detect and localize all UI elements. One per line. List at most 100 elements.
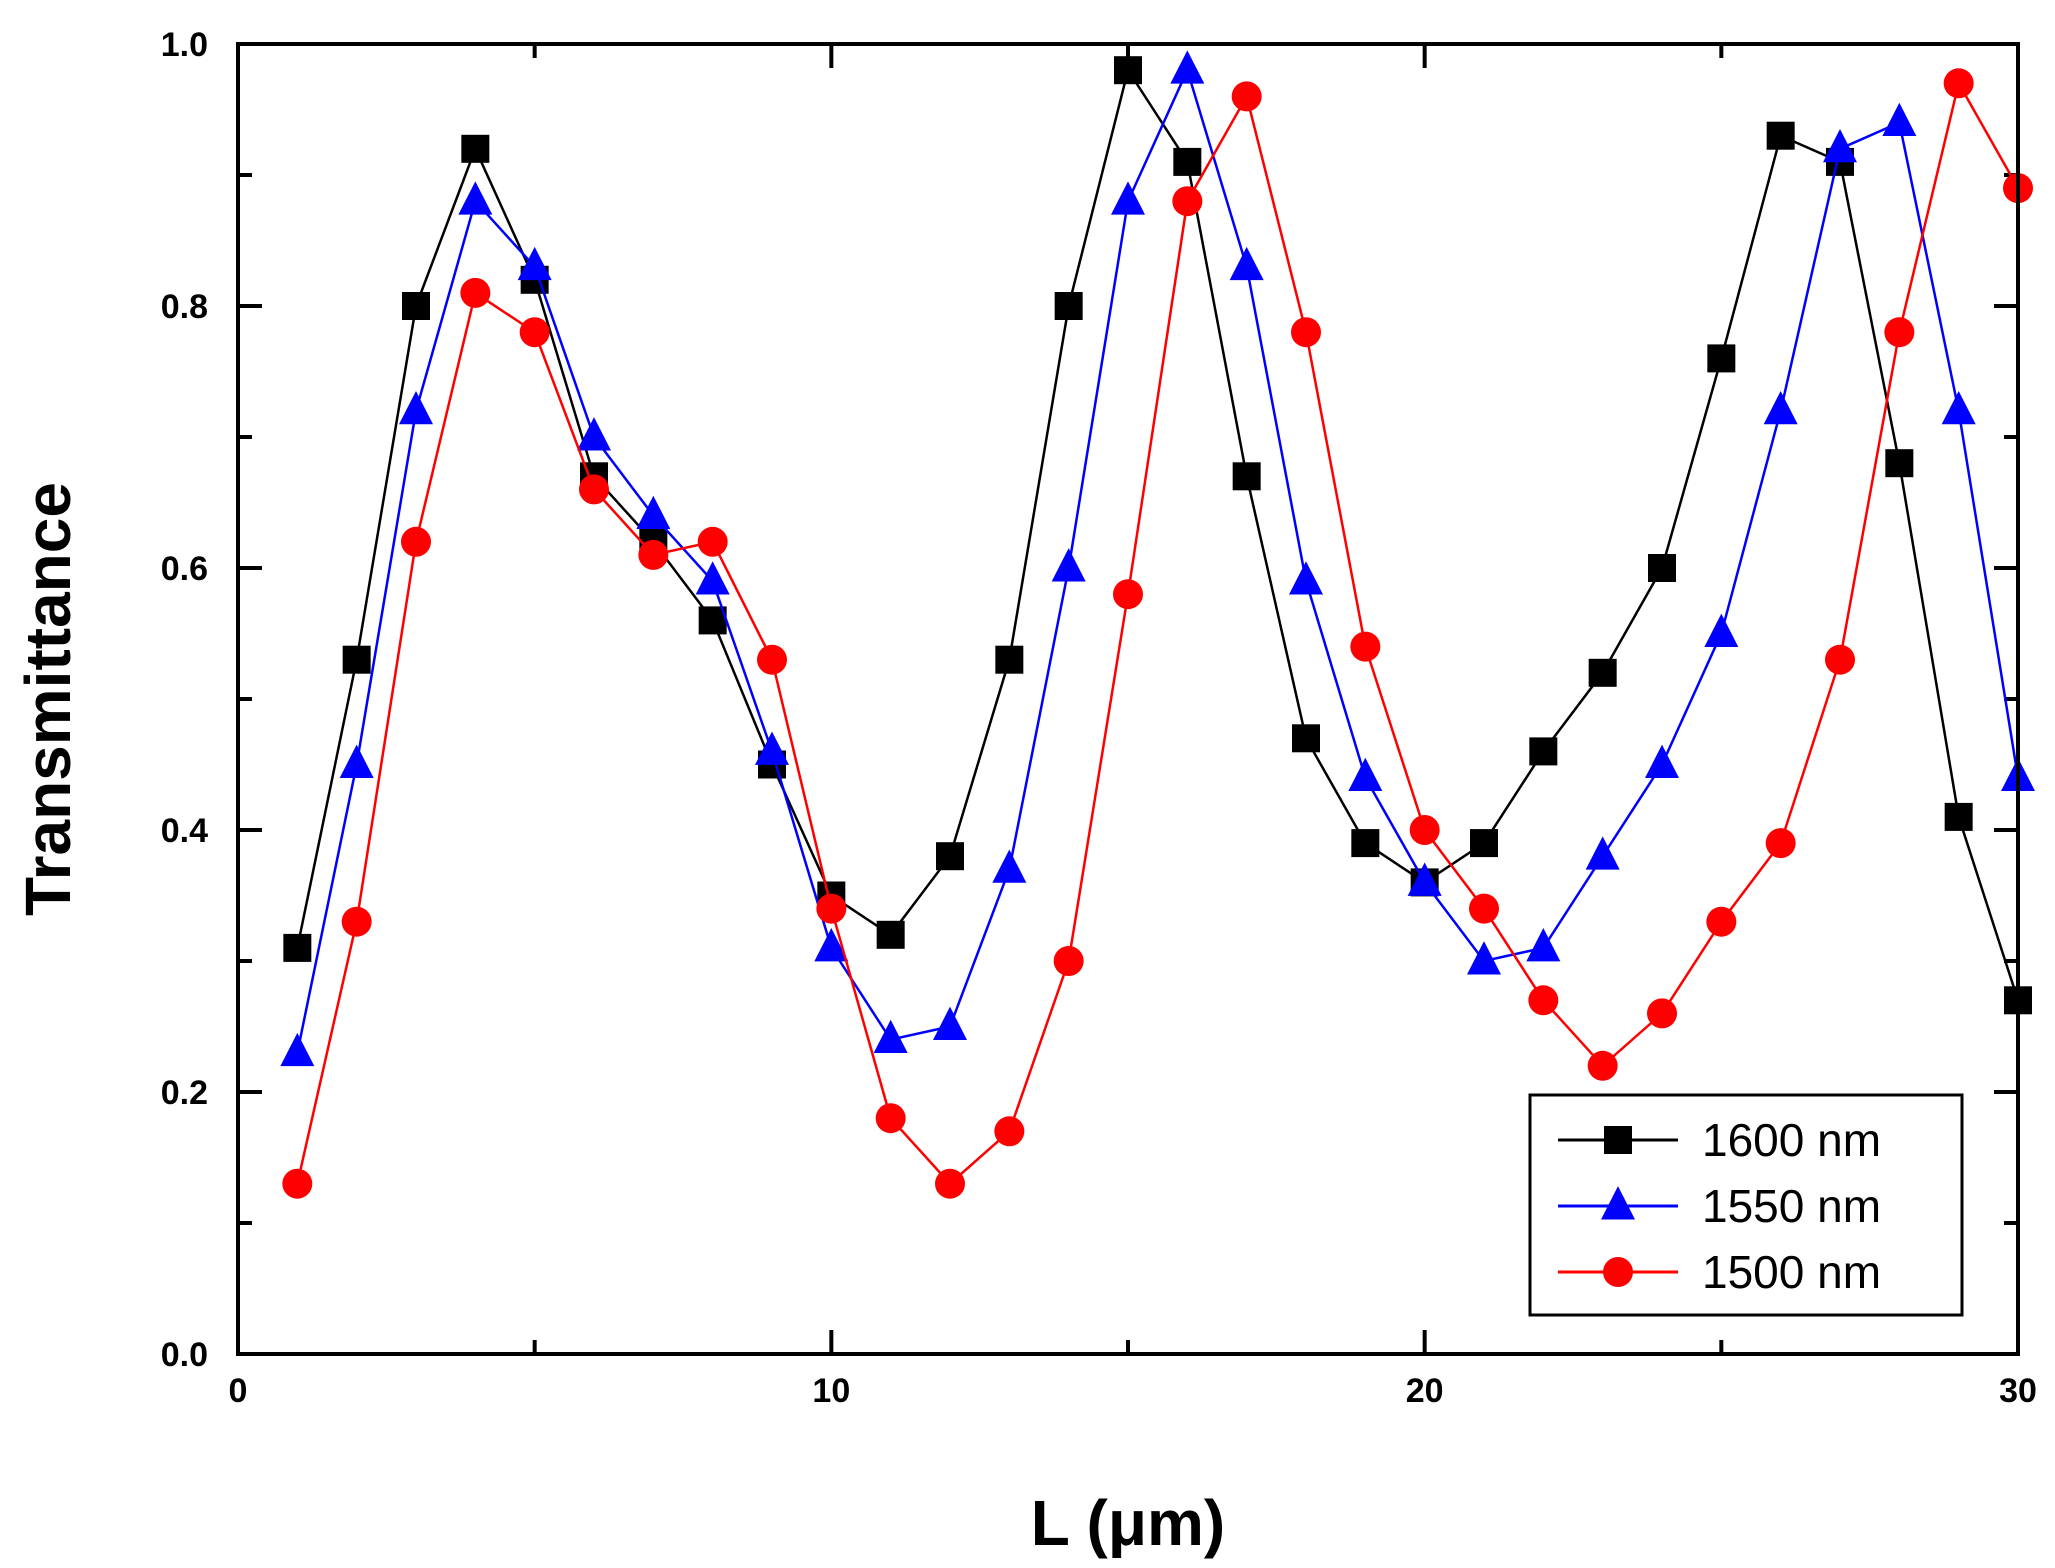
data-point — [1587, 1050, 1618, 1081]
data-point — [1231, 81, 1262, 112]
data-point — [339, 744, 374, 778]
series-line — [296, 67, 2020, 1001]
data-point — [1407, 862, 1442, 896]
data-point — [1706, 906, 1737, 937]
y-tick-label: 0.8 — [161, 288, 208, 326]
data-point — [875, 1103, 906, 1134]
data-point — [994, 1116, 1025, 1147]
legend-label: 1500 nm — [1702, 1246, 1881, 1298]
data-point — [638, 539, 669, 570]
data-point — [280, 1032, 315, 1067]
data-point — [1763, 390, 1798, 425]
data-point — [1051, 548, 1086, 582]
data-point — [1350, 631, 1381, 662]
data-point — [1884, 317, 1915, 348]
data-point — [282, 1168, 313, 1199]
data-point — [995, 645, 1024, 674]
data-point — [1229, 246, 1264, 281]
data-point — [342, 645, 371, 674]
data-point — [1882, 102, 1917, 137]
y-tick-label: 0.0 — [161, 1336, 208, 1374]
data-point — [876, 920, 905, 949]
legend-marker — [1603, 1257, 1633, 1287]
data-point — [1111, 181, 1145, 215]
data-point — [577, 417, 611, 451]
data-point — [519, 317, 550, 348]
y-tick-label: 0.2 — [161, 1074, 208, 1112]
data-point — [1173, 147, 1202, 176]
y-tick-label: 0.6 — [161, 550, 208, 588]
data-point — [697, 526, 728, 557]
data-point — [1170, 50, 1205, 84]
data-point — [1704, 613, 1739, 647]
data-point — [933, 1006, 967, 1040]
data-point — [1113, 579, 1143, 610]
data-point — [1291, 317, 1321, 348]
data-point — [816, 893, 847, 924]
data-point — [1053, 946, 1084, 976]
x-tick-label: 10 — [812, 1372, 850, 1410]
data-point — [1645, 744, 1679, 778]
series-layer — [280, 50, 2035, 1199]
data-point — [1885, 449, 1914, 478]
data-point — [1766, 121, 1795, 150]
x-tick-label: 20 — [1406, 1372, 1444, 1410]
data-point — [1823, 128, 1857, 163]
series-1550-nm — [280, 50, 2035, 1067]
y-axis-title: Transmittance — [12, 482, 84, 916]
data-point — [935, 1168, 965, 1199]
data-point — [1944, 802, 1973, 831]
data-point — [517, 246, 552, 281]
data-point — [1588, 658, 1617, 687]
data-point — [402, 292, 430, 320]
legend-label: 1600 nm — [1702, 1114, 1881, 1166]
data-point — [1114, 56, 1142, 85]
data-point — [1292, 724, 1320, 753]
data-point — [1825, 644, 1855, 675]
data-point — [579, 474, 609, 505]
data-point — [992, 849, 1027, 883]
data-point — [1467, 941, 1501, 975]
data-point — [757, 644, 787, 675]
data-point — [1943, 68, 1974, 99]
data-point — [399, 390, 433, 425]
data-point — [283, 933, 312, 962]
legend-label: 1550 nm — [1702, 1180, 1881, 1232]
legend-item: 1600 nm — [1558, 1114, 1881, 1166]
data-point — [1232, 462, 1261, 491]
data-point — [1470, 829, 1498, 858]
series-line — [296, 79, 2020, 1186]
data-point — [1351, 829, 1380, 858]
x-tick-label: 0 — [229, 1372, 248, 1410]
legend: 1600 nm 1550 nm 1500 nm — [1528, 1093, 1964, 1317]
data-point — [695, 561, 730, 595]
y-tick-label: 0.4 — [161, 812, 208, 850]
data-point — [1585, 836, 1620, 870]
series-line — [296, 66, 2020, 1053]
data-point — [1528, 985, 1559, 1016]
data-point — [1348, 757, 1383, 792]
y-tick-label: 1.0 — [161, 26, 208, 64]
data-point — [1941, 390, 1976, 425]
data-point — [1172, 186, 1203, 217]
data-point — [341, 906, 372, 937]
plot-frame — [236, 42, 2020, 1356]
data-point — [636, 495, 671, 530]
data-point — [1707, 344, 1736, 373]
legend-item: 1500 nm — [1558, 1246, 1881, 1298]
data-point — [936, 842, 964, 871]
data-point — [1529, 737, 1558, 766]
x-tick-label: 30 — [1999, 1372, 2037, 1410]
data-point — [755, 731, 789, 765]
data-point — [1648, 554, 1676, 582]
data-point — [1289, 561, 1323, 595]
data-point — [1526, 928, 1561, 962]
data-point — [1469, 893, 1499, 924]
axis-tick-labels: 0 10 20 30 0.0 0.2 0.4 0.6 0.8 1.0 — [161, 26, 2037, 1410]
data-point — [1054, 292, 1083, 320]
legend-marker — [1604, 1126, 1632, 1154]
series-1600-nm — [283, 56, 2032, 1015]
data-point — [814, 928, 849, 962]
legend-marker — [1601, 1186, 1635, 1220]
